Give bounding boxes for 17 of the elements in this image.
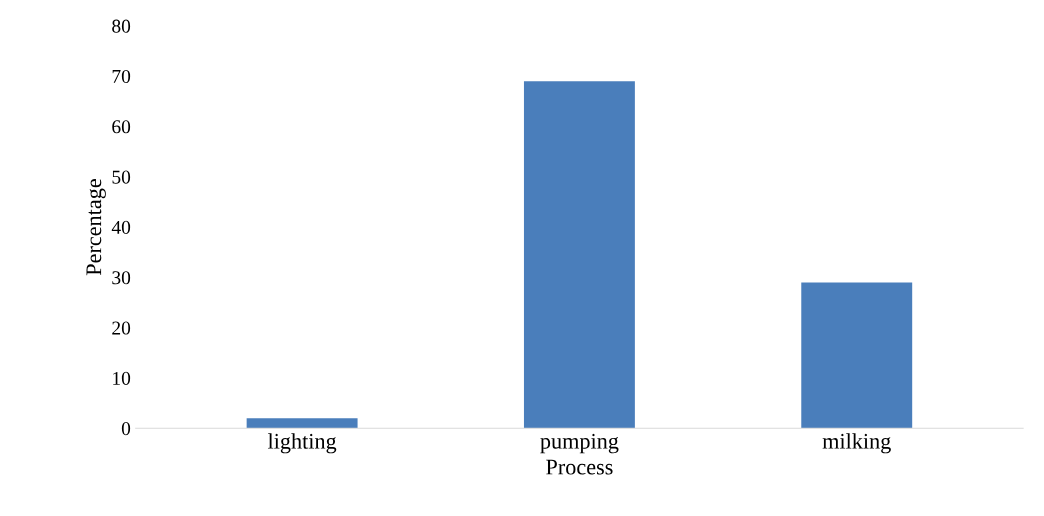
x-axis-title: Process — [546, 459, 613, 475]
y-tick-label: 70 — [112, 69, 131, 84]
bar — [801, 282, 913, 429]
y-tick-label: 30 — [112, 271, 131, 285]
y-tick-label: 10 — [113, 371, 131, 385]
x-tick-label: pumping — [540, 433, 619, 454]
y-tick-label: 20 — [112, 321, 131, 335]
bar — [523, 81, 635, 429]
y-tick-label: 80 — [112, 19, 131, 33]
y-axis-title: Percentage — [86, 179, 106, 276]
y-tick-label: 0 — [121, 422, 131, 436]
y-tick-label: 60 — [112, 120, 131, 134]
x-tick-label: milking — [822, 433, 891, 454]
bar — [246, 418, 358, 429]
y-tick-label: 50 — [112, 170, 131, 184]
x-tick-label: lighting — [267, 433, 337, 454]
y-tick-label: 40 — [111, 220, 131, 234]
